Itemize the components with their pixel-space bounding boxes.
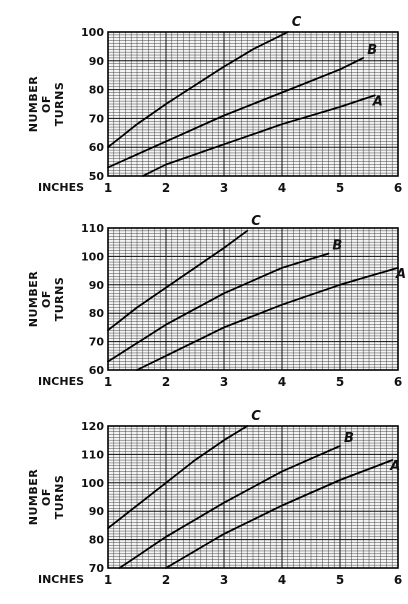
y-tick-label: 70: [89, 562, 105, 575]
y-axis-label-line: OF: [40, 95, 53, 113]
curve-label: B: [367, 43, 377, 58]
x-tick-label: 2: [162, 573, 170, 587]
y-axis-label: NUMBER OF TURNS: [27, 271, 66, 327]
y-tick-label: 50: [89, 170, 105, 183]
y-tick-label: 100: [81, 26, 104, 39]
x-axis-label: INCHES: [38, 181, 84, 194]
x-axis-label: INCHES: [38, 573, 84, 586]
x-tick-label: 6: [394, 573, 402, 587]
curve-A: [136, 266, 399, 371]
chart-2: 60 70 80 90 100 110 1 2 3 4 5 6 INCHES NUMBER OF TURNS C…: [27, 214, 406, 389]
curve-C: [107, 229, 249, 332]
x-tick-label: 1: [104, 573, 112, 587]
y-axis-label: NUMBER OF TURNS: [27, 76, 66, 132]
y-axis-label-line: OF: [40, 488, 53, 506]
y-tick-label: 90: [89, 279, 105, 292]
y-tick-label: 100: [81, 477, 104, 490]
y-tick-label: 100: [81, 250, 104, 263]
x-tick-label: 2: [162, 181, 170, 195]
curve-label: A: [395, 267, 406, 282]
plot-frame: [107, 227, 399, 371]
x-axis-label: INCHES: [38, 375, 84, 388]
x-tick-label: 1: [104, 375, 112, 389]
y-tick-label: 60: [89, 141, 105, 154]
x-tick-label: 3: [220, 181, 228, 195]
y-axis-label-line: NUMBER: [27, 76, 40, 132]
plot-frame: [107, 31, 399, 177]
x-tick-label: 4: [278, 181, 286, 195]
x-tick-label: 1: [104, 181, 112, 195]
y-tick-label: 80: [89, 534, 105, 547]
y-tick-label: 80: [89, 84, 105, 97]
y-tick-label: 70: [89, 336, 105, 349]
y-axis-label-line: TURNS: [53, 277, 66, 322]
curve-label: A: [389, 459, 400, 474]
x-tick-label: 5: [336, 181, 344, 195]
curve-C: [107, 425, 249, 530]
y-axis-label-line: NUMBER: [27, 469, 40, 525]
curve-A: [165, 459, 394, 569]
x-tick-label: 4: [278, 375, 286, 389]
y-axis-label: NUMBER OF TURNS: [27, 469, 66, 525]
x-tick-label: 3: [220, 375, 228, 389]
curve-A: [141, 94, 376, 177]
x-tick-label: 5: [336, 375, 344, 389]
curve-B: [107, 57, 365, 169]
y-tick-label: 90: [89, 55, 105, 68]
x-tick-label: 6: [394, 375, 402, 389]
y-tick-label: 80: [89, 307, 105, 320]
x-tick-label: 6: [394, 181, 402, 195]
plot-frame: [107, 425, 399, 569]
curve-B: [107, 252, 330, 363]
curve-label: B: [344, 431, 354, 446]
curve-label: C: [292, 15, 302, 30]
y-tick-label: 60: [89, 364, 105, 377]
x-tick-label: 2: [162, 375, 170, 389]
curve-label: C: [251, 214, 261, 229]
y-axis-label-line: TURNS: [53, 82, 66, 127]
y-axis-label-line: TURNS: [53, 475, 66, 520]
y-tick-label: 110: [81, 448, 104, 461]
curve-label: C: [251, 409, 261, 424]
x-tick-label: 5: [336, 573, 344, 587]
x-tick-label: 3: [220, 573, 228, 587]
y-axis-label-line: NUMBER: [27, 271, 40, 327]
y-tick-label: 90: [89, 505, 105, 518]
y-tick-label: 110: [81, 222, 104, 235]
chart-3: 70 80 90 100 110 120 1 2 3 4 5 6 INCHES NUMBER OF TURNS…: [27, 409, 402, 587]
y-tick-label: 70: [89, 112, 105, 125]
y-axis-label-line: OF: [40, 290, 53, 308]
chart-1: 50 60 70 80 90 100 1 2 3 4 5 6 INCHES NUMBER OF TURNS C B…: [27, 15, 402, 195]
x-tick-label: 4: [278, 573, 286, 587]
curve-C: [107, 31, 289, 149]
curve-label: B: [332, 239, 342, 254]
curve-B: [118, 445, 341, 569]
curve-label: A: [372, 94, 383, 109]
y-tick-label: 120: [81, 420, 104, 433]
